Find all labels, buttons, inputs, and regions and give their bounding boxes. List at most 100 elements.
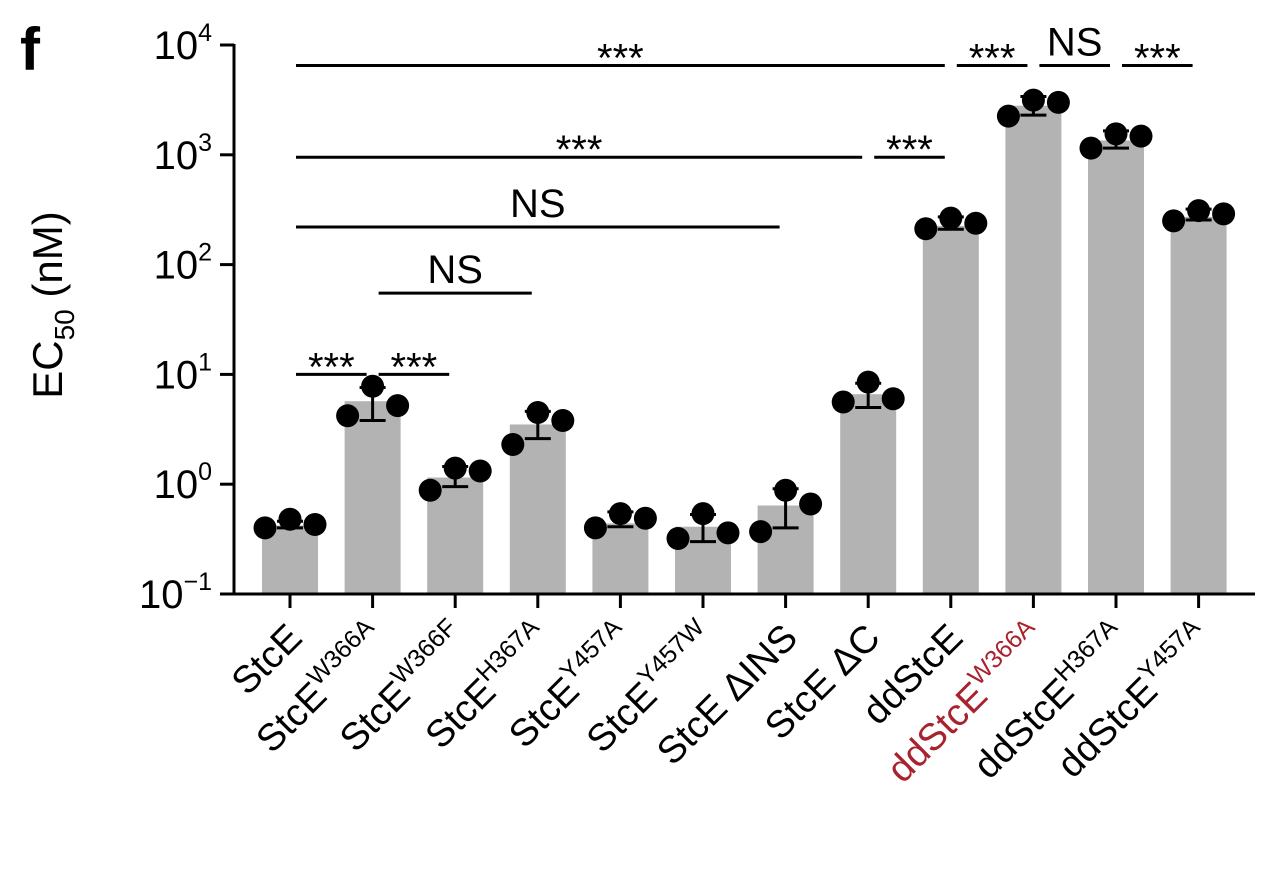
significance-4: *** xyxy=(296,128,863,172)
data-point xyxy=(939,206,963,230)
y-tick-exponent: 0 xyxy=(198,458,212,486)
data-point xyxy=(418,478,442,502)
significance-5: *** xyxy=(874,128,945,172)
bar-1 xyxy=(344,401,401,594)
data-point xyxy=(716,521,740,545)
significance-0: *** xyxy=(296,345,367,389)
data-point xyxy=(501,432,525,456)
significance-label: *** xyxy=(308,345,355,389)
y-axis-title: EC50 (nM) xyxy=(24,211,80,399)
data-point xyxy=(583,516,607,540)
y-tick-exponent: 4 xyxy=(198,19,212,47)
significance-3: NS xyxy=(296,182,780,229)
y-tick-label: 10−1 xyxy=(139,568,212,617)
x-tick-label-superscript: H367A xyxy=(1049,613,1123,687)
y-label-unit: (nM) xyxy=(24,211,71,309)
data-point xyxy=(1046,90,1070,114)
bar-10 xyxy=(1088,140,1144,594)
y-tick-label: 102 xyxy=(154,239,212,288)
axes xyxy=(232,44,1255,596)
data-point xyxy=(253,516,277,540)
data-point xyxy=(799,492,823,516)
x-tick-label-superscript: W366A xyxy=(302,613,380,691)
data-point xyxy=(443,456,467,480)
data-point xyxy=(468,459,492,483)
data-point xyxy=(336,404,360,428)
bar-7 xyxy=(840,394,897,594)
data-point xyxy=(996,104,1020,128)
x-tick-label-superscript: W366A xyxy=(963,613,1041,691)
significance-label: NS xyxy=(1047,21,1103,65)
data-point xyxy=(1104,122,1128,146)
x-tick-label-superscript: Y457W xyxy=(632,613,710,691)
significance-label: *** xyxy=(597,37,644,81)
data-point xyxy=(1021,88,1045,112)
y-tick-label: 103 xyxy=(154,129,212,178)
y-tick-label: 104 xyxy=(154,19,213,68)
y-tick-base: 10 xyxy=(154,463,199,507)
significance-label: *** xyxy=(969,37,1016,81)
data-point xyxy=(881,387,905,411)
significance-label: NS xyxy=(510,182,566,226)
data-points xyxy=(253,88,1236,551)
data-point xyxy=(608,502,632,526)
y-label-base: EC xyxy=(24,340,71,398)
data-point xyxy=(1162,209,1186,233)
significance-7: *** xyxy=(956,37,1028,81)
significance-2: NS xyxy=(378,248,532,295)
x-tick-label-superscript: Y457A xyxy=(554,613,627,686)
data-point xyxy=(1079,136,1103,160)
y-label-subscript: 50 xyxy=(49,309,80,340)
data-point xyxy=(691,502,715,526)
bar-11 xyxy=(1170,216,1227,594)
y-tick-base: 10 xyxy=(139,573,184,617)
x-tick-label-superscript: H367A xyxy=(471,613,545,687)
x-ticks: StcEStcEW366AStcEW366FStcEH367AStcEY457A… xyxy=(224,594,1206,791)
y-axis-label: EC50 (nM) xyxy=(24,211,80,399)
bars xyxy=(262,105,1227,594)
data-point xyxy=(526,400,550,424)
data-point xyxy=(278,507,302,531)
data-point xyxy=(1187,199,1211,223)
y-tick-base: 10 xyxy=(154,353,199,397)
significance-label: *** xyxy=(556,128,603,172)
y-tick-exponent: 3 xyxy=(198,129,212,157)
y-tick-label: 100 xyxy=(154,458,212,507)
y-tick-base: 10 xyxy=(154,244,199,288)
y-tick-base: 10 xyxy=(154,134,199,178)
significance-label: NS xyxy=(427,248,483,292)
y-tick-base: 10 xyxy=(154,24,199,68)
data-point xyxy=(749,520,773,544)
data-point xyxy=(831,390,855,414)
data-point xyxy=(633,506,657,530)
y-tick-exponent: 1 xyxy=(198,348,212,376)
significance-label: *** xyxy=(886,128,933,172)
significance-brackets: *** *** NS NS *** *** *** *** NS *** xyxy=(296,21,1193,389)
data-point xyxy=(303,512,327,536)
significance-8: NS xyxy=(1039,21,1110,68)
bar-9 xyxy=(1005,105,1062,594)
data-point xyxy=(551,409,575,433)
data-point xyxy=(386,394,410,418)
significance-9: *** xyxy=(1122,37,1193,81)
data-point xyxy=(856,370,880,394)
x-tick-label-superscript: W366F xyxy=(385,613,462,690)
significance-6: *** xyxy=(296,37,945,81)
significance-1: *** xyxy=(378,345,450,389)
x-tick-label-superscript: Y457A xyxy=(1133,613,1206,686)
y-tick-exponent: 2 xyxy=(198,239,212,267)
error-bars xyxy=(277,94,1212,544)
significance-label: *** xyxy=(1134,37,1181,81)
y-tick-label: 101 xyxy=(154,348,212,397)
data-point xyxy=(774,478,798,502)
data-point xyxy=(666,527,690,551)
significance-label: *** xyxy=(391,345,438,389)
y-tick-exponent: −1 xyxy=(183,568,212,596)
data-point xyxy=(964,211,988,235)
bar-8 xyxy=(922,225,979,594)
data-point xyxy=(914,217,938,241)
panel-label: f xyxy=(20,16,41,83)
data-point xyxy=(1212,202,1236,226)
